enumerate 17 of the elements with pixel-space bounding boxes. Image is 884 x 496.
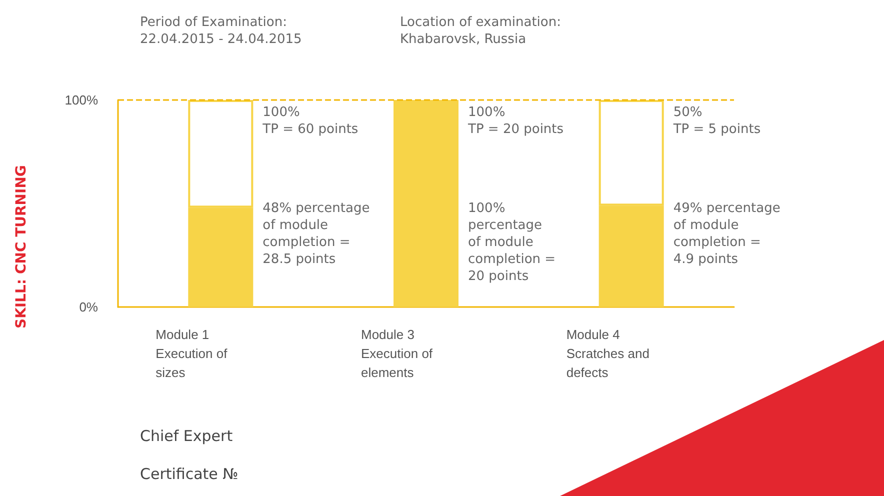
annotation: 50% TP = 5 points	[673, 104, 761, 138]
x-tick-label: Module 4 Scratches and defects	[566, 327, 650, 380]
text: Location of examination: Khabarovsk, Russia	[400, 14, 561, 48]
y-tick-label: 100%	[64, 92, 98, 108]
text: Certificate №	[140, 465, 238, 483]
annotation: 49% percentage of module completion = 4.9 points	[673, 200, 780, 268]
x-tick-label: Module 3 Execution of elements	[361, 327, 433, 380]
bar	[394, 100, 458, 307]
y-tick-label: 0%	[79, 300, 98, 314]
text: Period of Examination: 22.04.2015 - 24.04.2015	[140, 14, 302, 48]
annotation: 100% percentage of module completion = 20 points	[468, 200, 556, 285]
annotation: 48% percentage of module completion = 28.5 points	[262, 200, 370, 268]
x-tick-label: Module 1 Execution of sizes	[156, 327, 228, 380]
annotation: 100% TP = 20 points	[468, 104, 564, 138]
annotation: 100% TP = 60 points	[262, 104, 358, 138]
text: Chief Expert	[140, 427, 233, 445]
text: SKILL: CNC TURNING	[14, 165, 30, 328]
